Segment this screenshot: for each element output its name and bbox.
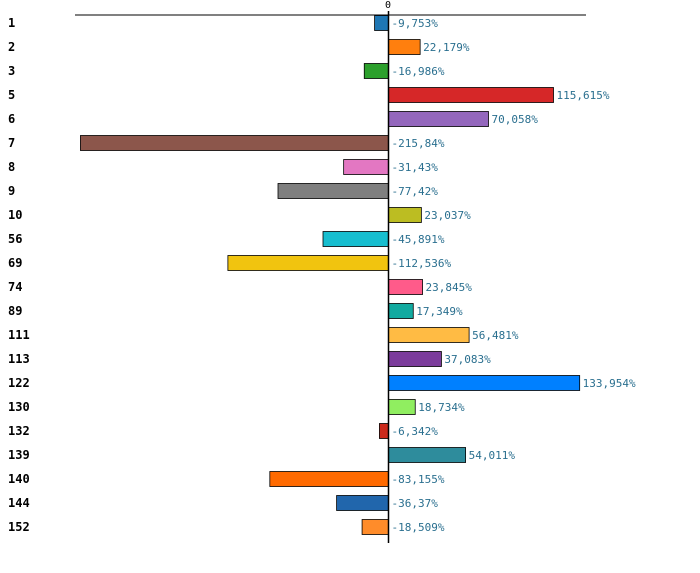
bar bbox=[269, 471, 389, 487]
bar bbox=[379, 423, 389, 439]
value-label: 17,349% bbox=[416, 305, 463, 318]
value-label: -36,37% bbox=[392, 497, 439, 510]
bar bbox=[277, 183, 389, 199]
bar bbox=[388, 327, 470, 343]
value-label: -31,43% bbox=[392, 161, 439, 174]
category-label: 3 bbox=[8, 64, 15, 78]
value-label: -77,42% bbox=[392, 185, 439, 198]
category-label: 152 bbox=[8, 520, 30, 534]
value-label: -9,753% bbox=[392, 17, 439, 30]
bar bbox=[361, 519, 389, 535]
value-label: -16,986% bbox=[392, 65, 445, 78]
category-label: 69 bbox=[8, 256, 22, 270]
category-label: 122 bbox=[8, 376, 30, 390]
value-label: -215,84% bbox=[392, 137, 445, 150]
value-label: -6,342% bbox=[392, 425, 439, 438]
bar bbox=[363, 63, 389, 79]
category-label: 2 bbox=[8, 40, 15, 54]
value-label: 22,179% bbox=[423, 41, 470, 54]
bar bbox=[388, 351, 442, 367]
bar bbox=[343, 159, 389, 175]
category-label: 1 bbox=[8, 16, 15, 30]
value-label: 37,083% bbox=[444, 353, 491, 366]
category-label: 74 bbox=[8, 280, 22, 294]
bar bbox=[374, 15, 389, 31]
bar bbox=[388, 39, 421, 55]
bar bbox=[388, 279, 423, 295]
bar bbox=[227, 255, 389, 271]
category-label: 6 bbox=[8, 112, 15, 126]
value-label: -112,536% bbox=[392, 257, 452, 270]
category-label: 111 bbox=[8, 328, 30, 342]
bar bbox=[80, 135, 389, 151]
category-label: 132 bbox=[8, 424, 30, 438]
category-label: 130 bbox=[8, 400, 30, 414]
value-label: 18,734% bbox=[418, 401, 465, 414]
bar bbox=[388, 111, 489, 127]
value-label: 54,011% bbox=[469, 449, 516, 462]
value-label: 115,615% bbox=[557, 89, 610, 102]
category-label: 56 bbox=[8, 232, 22, 246]
zero-tick-label: 0 bbox=[385, 0, 391, 11]
category-label: 113 bbox=[8, 352, 30, 366]
value-label: 23,037% bbox=[424, 209, 471, 222]
category-label: 140 bbox=[8, 472, 30, 486]
bar bbox=[388, 399, 416, 415]
bar bbox=[388, 87, 554, 103]
bar bbox=[388, 207, 422, 223]
value-label: -83,155% bbox=[392, 473, 445, 486]
bar bbox=[388, 447, 466, 463]
bar bbox=[388, 375, 581, 391]
bar bbox=[336, 495, 389, 511]
category-label: 139 bbox=[8, 448, 30, 462]
bar bbox=[322, 231, 389, 247]
value-label: -18,509% bbox=[392, 521, 445, 534]
category-label: 9 bbox=[8, 184, 15, 198]
category-label: 7 bbox=[8, 136, 15, 150]
value-label: 23,845% bbox=[426, 281, 473, 294]
value-label: 56,481% bbox=[472, 329, 519, 342]
category-label: 8 bbox=[8, 160, 15, 174]
bar bbox=[388, 303, 414, 319]
category-label: 144 bbox=[8, 496, 30, 510]
value-label: 70,058% bbox=[491, 113, 538, 126]
category-label: 89 bbox=[8, 304, 22, 318]
category-label: 10 bbox=[8, 208, 22, 222]
value-label: -45,891% bbox=[392, 233, 445, 246]
category-label: 5 bbox=[8, 88, 15, 102]
value-label: 133,954% bbox=[583, 377, 636, 390]
